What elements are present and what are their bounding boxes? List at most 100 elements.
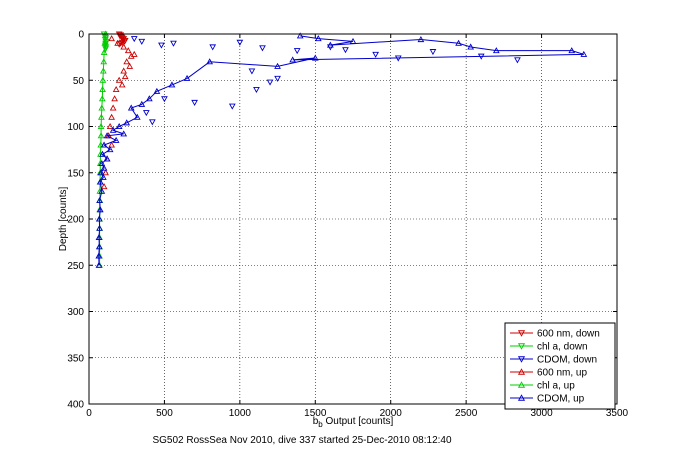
legend-label: CDOM, up bbox=[537, 394, 585, 405]
data-point bbox=[96, 206, 104, 213]
data-point bbox=[568, 47, 576, 54]
legend: 600 nm, down chl a, down CDOM, down 600 nm,… bbox=[504, 322, 616, 410]
data-point bbox=[228, 103, 236, 110]
data-point bbox=[96, 178, 104, 185]
data-point bbox=[130, 50, 138, 57]
legend-entry: chl a, up bbox=[510, 381, 575, 392]
data-point bbox=[133, 113, 141, 120]
data-point bbox=[99, 67, 107, 74]
data-point bbox=[153, 87, 161, 94]
data-point bbox=[124, 47, 132, 54]
data-point bbox=[114, 39, 122, 46]
legend-box bbox=[504, 322, 616, 410]
legend-entry: 600 nm, down bbox=[510, 329, 600, 340]
y-tick-label: 100 bbox=[67, 122, 84, 133]
data-point bbox=[98, 187, 106, 194]
y-axis-label: Depth [counts] bbox=[58, 187, 69, 252]
data-point bbox=[95, 261, 103, 268]
data-point bbox=[517, 394, 526, 401]
data-point bbox=[120, 43, 128, 50]
data-point bbox=[121, 73, 129, 80]
x-axis-label: bb Output [counts] bbox=[313, 416, 394, 429]
x-axis-label-sub: b bbox=[318, 420, 323, 429]
x-tick-label: 3000 bbox=[530, 408, 553, 419]
data-point bbox=[96, 196, 103, 204]
ticks: 0 500 1000 1500 2000 2500 3000 3500 0 50 100 150 200… bbox=[67, 30, 628, 420]
data-point bbox=[112, 85, 120, 93]
data-point bbox=[115, 122, 123, 130]
data-point bbox=[293, 48, 301, 55]
data-point bbox=[100, 48, 108, 56]
data-point bbox=[327, 41, 334, 48]
data-point bbox=[492, 47, 500, 54]
y-tick-label: 150 bbox=[67, 168, 84, 179]
data-point bbox=[138, 100, 146, 107]
data-point bbox=[95, 233, 103, 241]
data-point bbox=[517, 343, 526, 350]
data-point bbox=[138, 38, 146, 45]
data-point bbox=[236, 39, 244, 46]
data-point bbox=[95, 252, 103, 259]
data-point bbox=[97, 132, 105, 139]
legend-label: chl a, down bbox=[537, 342, 588, 353]
data-point bbox=[98, 104, 106, 111]
data-point bbox=[248, 68, 256, 75]
data-point bbox=[145, 95, 153, 102]
y-tick-label: 50 bbox=[73, 76, 85, 87]
data-point bbox=[266, 79, 274, 86]
data-point bbox=[98, 113, 105, 120]
x-tick-label: 2000 bbox=[380, 408, 403, 419]
data-point bbox=[108, 35, 115, 42]
legend-label: 600 nm, up bbox=[537, 368, 587, 379]
data-point bbox=[127, 52, 135, 59]
data-point bbox=[118, 39, 126, 46]
x-tick-label: 3500 bbox=[606, 408, 629, 419]
data-point bbox=[517, 330, 526, 337]
y-tick-label: 300 bbox=[67, 307, 84, 318]
data-point bbox=[97, 169, 105, 176]
data-point bbox=[102, 169, 109, 176]
data-point bbox=[98, 95, 106, 102]
data-point bbox=[342, 47, 349, 54]
data-point bbox=[209, 44, 217, 51]
data-point bbox=[97, 122, 105, 130]
data-point bbox=[580, 50, 588, 57]
data-point bbox=[99, 150, 106, 157]
data-point bbox=[109, 104, 117, 111]
y-tick-label: 0 bbox=[78, 30, 84, 41]
data-point bbox=[455, 39, 462, 46]
y-tick-label: 200 bbox=[67, 215, 84, 226]
y-tick-label: 250 bbox=[67, 261, 84, 272]
legend-entry: chl a, down bbox=[510, 342, 588, 353]
data-point bbox=[349, 37, 357, 44]
data-point bbox=[103, 155, 111, 162]
data-point bbox=[123, 58, 131, 65]
data-point bbox=[99, 76, 107, 83]
x-tick-label: 1000 bbox=[229, 408, 252, 419]
data-point bbox=[108, 141, 115, 148]
data-point bbox=[142, 110, 150, 117]
data-point bbox=[106, 146, 114, 153]
legend-label: CDOM, down bbox=[537, 355, 597, 366]
data-point bbox=[296, 32, 304, 39]
data-point bbox=[112, 136, 120, 143]
x-tick-label: 2500 bbox=[455, 408, 478, 419]
data-point bbox=[514, 57, 521, 64]
legend-entry: CDOM, up bbox=[510, 394, 585, 405]
data-point bbox=[289, 56, 297, 63]
data-point bbox=[115, 41, 123, 48]
data-point bbox=[517, 368, 526, 375]
data-point bbox=[183, 74, 191, 81]
data-point bbox=[103, 132, 111, 139]
series-5 bbox=[95, 32, 588, 268]
data-point bbox=[259, 45, 266, 52]
data-point bbox=[100, 141, 108, 148]
data-point bbox=[98, 159, 106, 167]
data-point bbox=[123, 119, 131, 126]
data-point bbox=[206, 58, 214, 65]
data-point bbox=[101, 39, 109, 46]
y-tick-label: 400 bbox=[67, 400, 84, 411]
data-point bbox=[106, 122, 114, 130]
data-point bbox=[120, 130, 128, 137]
